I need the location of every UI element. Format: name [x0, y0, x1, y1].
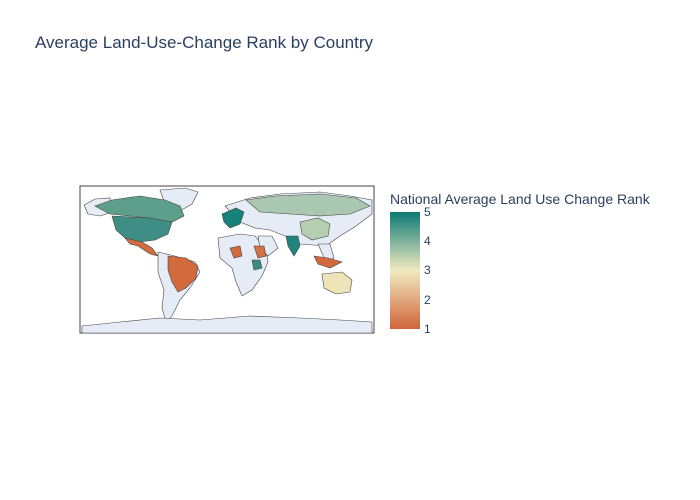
colorbar-title: National Average Land Use Change Rank: [390, 191, 650, 207]
chart-title: Average Land-Use-Change Rank by Country: [35, 33, 373, 52]
region-canada[interactable]: [94, 195, 185, 223]
colorbar-tick: 4: [424, 234, 431, 248]
region-russia[interactable]: [245, 193, 371, 217]
region-indonesia[interactable]: [313, 255, 343, 269]
region-western-europe[interactable]: [221, 207, 245, 229]
colorbar-tick: 5: [424, 205, 431, 219]
land-antarctica: [81, 315, 373, 334]
region-china[interactable]: [299, 217, 331, 241]
region-tanzania[interactable]: [251, 259, 263, 271]
region-india[interactable]: [285, 235, 301, 257]
colorbar-tick: 2: [424, 293, 431, 307]
region-nigeria[interactable]: [229, 245, 243, 259]
region-australia[interactable]: [321, 271, 353, 295]
region-united-states[interactable]: [111, 215, 173, 243]
region-brazil[interactable]: [167, 255, 199, 293]
land-se-asia: [317, 243, 335, 263]
colorbar: [390, 212, 420, 329]
colorbar-tick: 3: [424, 263, 431, 277]
colorbar-tick: 1: [424, 322, 431, 336]
region-ethiopia[interactable]: [253, 245, 267, 259]
region-mexico[interactable]: [124, 237, 159, 257]
